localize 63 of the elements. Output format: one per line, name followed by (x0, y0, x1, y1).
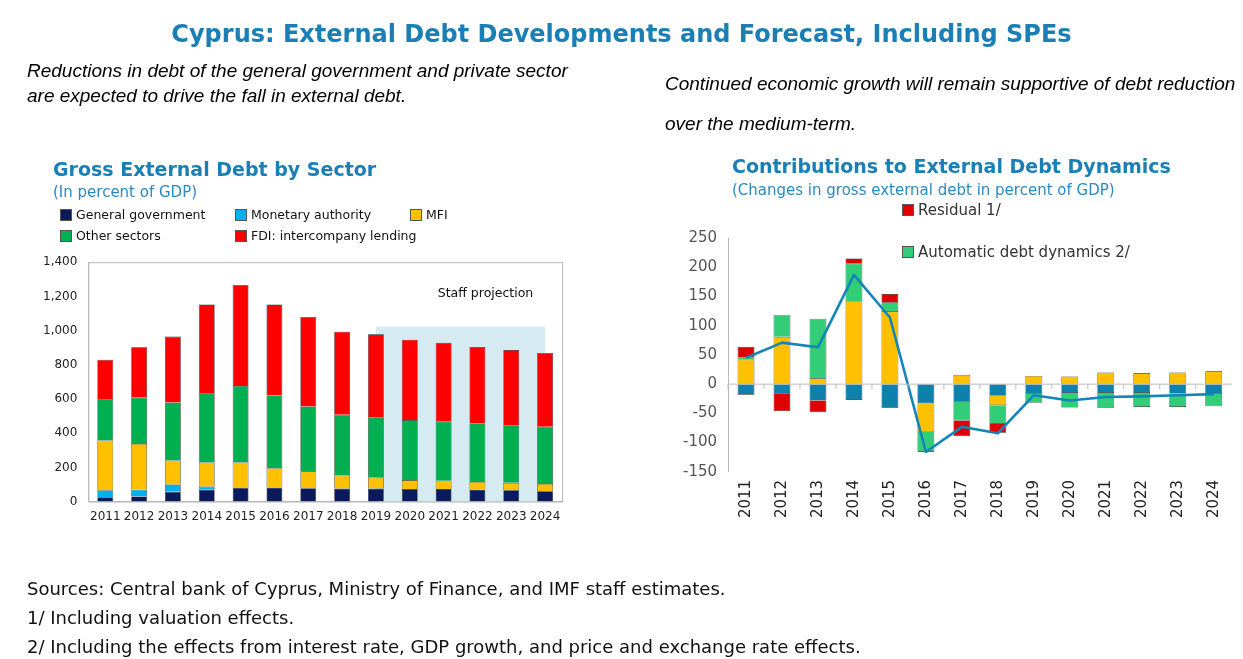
text: Continued economic growth will remain supportive of debt reduction over the medium-term. (665, 72, 1237, 136)
x-tick-label: 2011 (735, 479, 754, 519)
text: Reductions in debt of the general government and private sector are expected to drive the fall in external debt. (27, 59, 570, 108)
legend-label: Automatic debt dynamics 2/ (918, 243, 1130, 261)
x-tick-label: 2011 (90, 508, 121, 523)
x-tick-label: 2015 (879, 479, 898, 519)
x-tick-label: 2022 (462, 508, 493, 523)
x-tick-label: 2018 (987, 479, 1006, 519)
legend-label: Residual 1/ (918, 201, 1001, 219)
chart-title: Gross External Debt by Sector (53, 158, 377, 180)
x-tick-label: 2014 (191, 508, 223, 523)
legend-label: FDI: intercompany lending (251, 228, 417, 243)
x-tick-label: 2014 (843, 479, 862, 519)
x-tick-label: 2023 (1167, 479, 1186, 519)
chart-subtitle: (Changes in gross external debt in percent of GDP) (732, 181, 1115, 199)
x-tick-label: 2019 (360, 508, 392, 523)
y-tick-label: 0 (707, 374, 718, 393)
text: 2/ Including the effects from interest rate, GDP growth, and price and exchange rate effects. (27, 636, 861, 657)
x-tick-label: 2016 (915, 479, 934, 519)
x-tick-label: 2021 (428, 508, 459, 523)
x-tick-label: 2013 (157, 508, 189, 523)
chart-subtitle: (In percent of GDP) (53, 183, 198, 201)
band-label: Staff projection (437, 285, 534, 301)
source-note: Sources: Central bank of Cyprus, Ministry of Finance, and IMF staff estimates. (27, 578, 726, 599)
legend-label: Monetary authority (251, 207, 372, 222)
y-tick-label: -50 (692, 403, 718, 422)
legend-label: General government (76, 207, 206, 222)
y-tick-label: 400 (54, 425, 78, 440)
x-tick-label: 2019 (1023, 479, 1042, 519)
x-tick-label: 2018 (326, 508, 358, 523)
x-tick-label: 2024 (529, 508, 561, 523)
y-tick-label: 100 (688, 315, 718, 334)
x-tick-label: 2024 (1203, 479, 1222, 519)
y-tick-label: 150 (688, 286, 718, 305)
y-tick-label: -100 (683, 432, 718, 451)
legend-label: MFI (426, 207, 448, 222)
y-tick-label: 800 (54, 356, 78, 371)
y-tick-label: 50 (697, 344, 718, 363)
x-tick-label: 2012 (771, 479, 790, 519)
x-tick-label: 2023 (495, 508, 527, 523)
x-tick-label: 2016 (259, 508, 290, 523)
y-tick-label: 1,400 (42, 254, 78, 269)
y-tick-label: 200 (54, 459, 78, 474)
chart-title: Contributions to External Debt Dynamics (732, 155, 1171, 177)
x-tick-label: 2020 (394, 508, 426, 523)
y-tick-label: 200 (688, 257, 718, 276)
x-tick-label: 2017 (292, 508, 324, 523)
x-tick-label: 2022 (1131, 479, 1150, 519)
x-tick-label: 2013 (807, 479, 826, 519)
y-tick-label: 1,200 (42, 288, 78, 303)
x-tick-label: 2015 (225, 508, 256, 523)
x-tick-label: 2012 (123, 508, 155, 523)
legend-label: Other sectors (76, 228, 161, 243)
y-tick-label: -150 (683, 461, 718, 480)
y-tick-label: 600 (54, 391, 78, 406)
x-tick-label: 2017 (951, 479, 970, 519)
text: Cyprus: External Debt Developments and Forecast, Including SPEs (170, 20, 1073, 48)
x-tick-label: 2021 (1095, 479, 1114, 519)
y-tick-label: 1,000 (42, 322, 78, 337)
y-tick-label: 250 (688, 227, 718, 246)
text: 1/ Including valuation effects. (27, 607, 295, 628)
x-tick-label: 2020 (1059, 479, 1078, 519)
y-tick-label: 0 (69, 493, 78, 508)
